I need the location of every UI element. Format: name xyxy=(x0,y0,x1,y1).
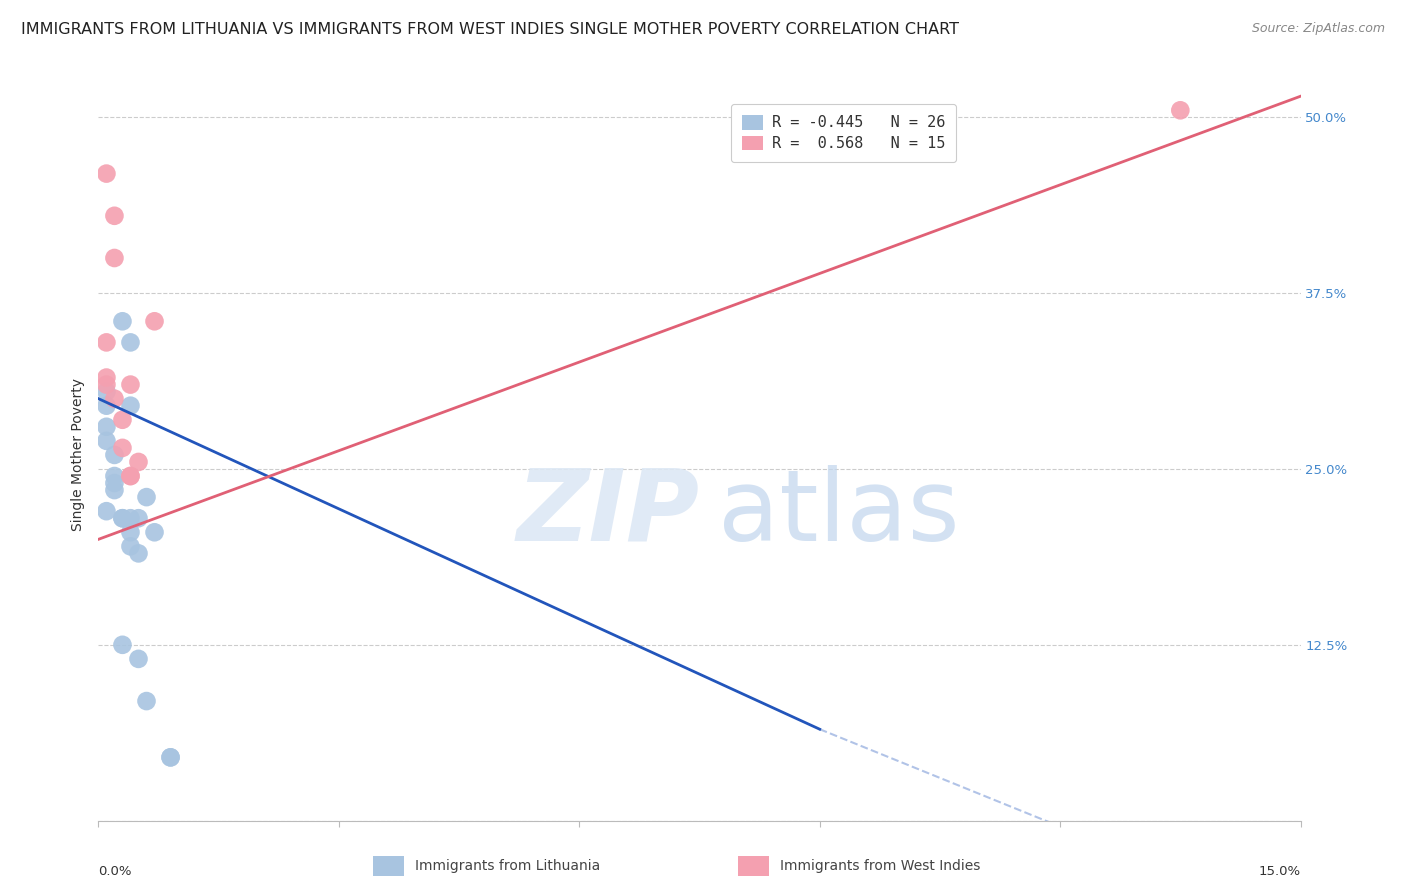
Point xyxy=(103,476,125,491)
Text: Immigrants from Lithuania: Immigrants from Lithuania xyxy=(415,859,600,873)
Text: 15.0%: 15.0% xyxy=(1258,864,1301,878)
Point xyxy=(111,638,134,652)
Text: 0.0%: 0.0% xyxy=(98,864,132,878)
Point xyxy=(111,511,134,525)
Point xyxy=(96,335,118,350)
Point xyxy=(120,511,142,525)
Y-axis label: Single Mother Poverty: Single Mother Poverty xyxy=(72,378,86,532)
Text: IMMIGRANTS FROM LITHUANIA VS IMMIGRANTS FROM WEST INDIES SINGLE MOTHER POVERTY C: IMMIGRANTS FROM LITHUANIA VS IMMIGRANTS … xyxy=(21,22,959,37)
Point xyxy=(159,750,181,764)
Point xyxy=(128,455,150,469)
Point xyxy=(128,511,150,525)
Point xyxy=(96,504,118,518)
Point xyxy=(111,511,134,525)
Point xyxy=(159,750,181,764)
Point xyxy=(120,335,142,350)
Point xyxy=(111,314,134,328)
Point xyxy=(135,490,157,504)
Point xyxy=(128,652,150,666)
Text: Source: ZipAtlas.com: Source: ZipAtlas.com xyxy=(1251,22,1385,36)
Point xyxy=(96,399,118,413)
Point xyxy=(120,399,142,413)
Text: Immigrants from West Indies: Immigrants from West Indies xyxy=(780,859,981,873)
Point xyxy=(96,167,118,181)
Point xyxy=(96,384,118,399)
Point xyxy=(135,694,157,708)
Legend: R = -0.445   N = 26, R =  0.568   N = 15: R = -0.445 N = 26, R = 0.568 N = 15 xyxy=(731,104,956,162)
Point xyxy=(103,448,125,462)
Point xyxy=(103,209,125,223)
Point xyxy=(143,525,166,540)
Point xyxy=(103,483,125,497)
Point xyxy=(103,392,125,406)
Point xyxy=(96,370,118,384)
Point xyxy=(103,251,125,265)
Point xyxy=(96,434,118,448)
Point xyxy=(1170,103,1192,118)
Point xyxy=(120,525,142,540)
Point xyxy=(120,377,142,392)
Point xyxy=(120,539,142,553)
Text: 0.0%: 0.0% xyxy=(506,863,509,864)
Point xyxy=(120,469,142,483)
Point xyxy=(103,469,125,483)
Text: atlas: atlas xyxy=(717,465,959,562)
Point xyxy=(128,546,150,560)
Point xyxy=(120,469,142,483)
Point xyxy=(96,377,118,392)
Point xyxy=(111,413,134,427)
Text: ZIP: ZIP xyxy=(516,465,700,562)
Point xyxy=(143,314,166,328)
Point xyxy=(96,419,118,434)
Point xyxy=(111,441,134,455)
